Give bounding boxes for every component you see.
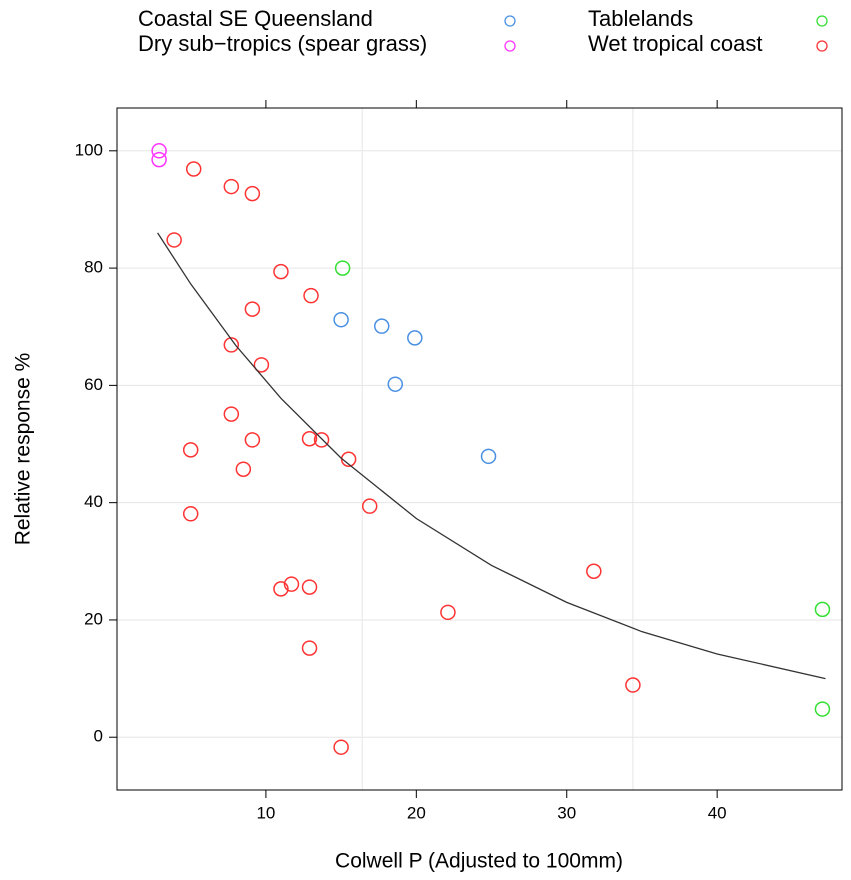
point [166, 232, 182, 248]
legend-symbol [504, 40, 516, 52]
point [333, 311, 349, 328]
point [625, 677, 641, 693]
legend-label: Wet tropical coast [588, 31, 762, 56]
point [244, 301, 261, 317]
x-axis-label: Colwell P (Adjusted to 100mm) [335, 850, 623, 873]
point [333, 739, 349, 755]
y-tick-label: 0 [94, 727, 103, 746]
legend-symbol [504, 15, 516, 27]
point [223, 406, 240, 422]
y-tick-label: 80 [84, 258, 103, 277]
legend-symbol [816, 15, 828, 27]
point [334, 260, 351, 276]
point [814, 601, 831, 618]
x-tick-label: 10 [256, 803, 275, 822]
point [223, 337, 240, 353]
y-tick-label: 100 [75, 140, 103, 159]
point [151, 143, 167, 159]
point [301, 640, 318, 656]
point [301, 579, 318, 595]
point [313, 432, 330, 448]
point [480, 448, 497, 465]
point [253, 357, 270, 373]
point [185, 161, 202, 177]
point [273, 263, 289, 280]
point [301, 430, 318, 447]
legend-label: Coastal SE Queensland [138, 6, 373, 31]
point [361, 498, 378, 514]
y-axis-label: Relative response % [12, 353, 35, 546]
plot-frame [116, 107, 843, 791]
point [586, 563, 602, 580]
point [273, 581, 289, 597]
point [283, 576, 300, 592]
point [223, 178, 240, 195]
point [151, 151, 167, 168]
point [244, 432, 261, 448]
fit-curve [157, 232, 826, 680]
point [303, 287, 319, 304]
point [407, 330, 423, 346]
x-tick-label: 40 [708, 803, 727, 822]
point [814, 701, 831, 717]
y-tick-label: 60 [84, 375, 103, 394]
y-tick-label: 20 [84, 609, 103, 628]
legend-label: Dry sub−tropics (spear grass) [138, 31, 427, 56]
y-tick-label: 40 [84, 492, 103, 511]
x-tick-label: 20 [407, 803, 426, 822]
legend-label: Tablelands [588, 6, 693, 31]
point [440, 604, 456, 621]
point [182, 442, 199, 458]
point [244, 185, 261, 202]
point [235, 461, 252, 477]
point [182, 506, 199, 522]
point [373, 318, 390, 334]
legend-symbol [816, 40, 828, 52]
point [387, 376, 404, 392]
x-tick-label: 30 [557, 803, 576, 822]
